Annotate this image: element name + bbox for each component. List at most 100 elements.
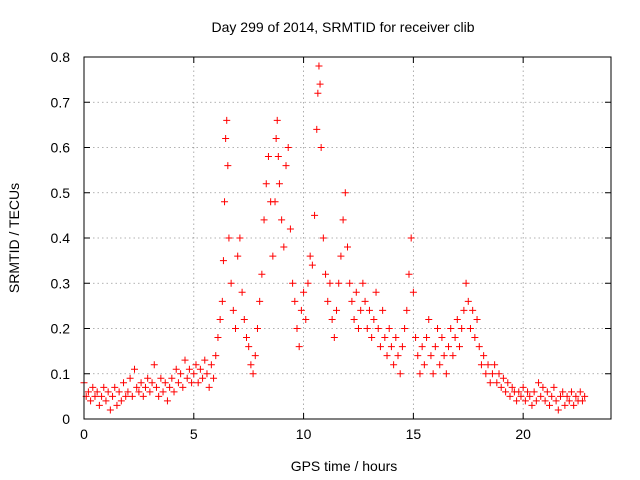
data-point xyxy=(256,297,264,305)
data-point xyxy=(274,153,282,161)
data-point xyxy=(258,270,266,278)
data-point xyxy=(330,334,338,342)
data-point xyxy=(122,392,130,400)
data-point xyxy=(418,343,426,351)
data-point xyxy=(302,315,310,323)
y-tick-label: 0.4 xyxy=(51,230,71,246)
data-point xyxy=(403,306,411,314)
data-point xyxy=(157,374,165,382)
data-point xyxy=(438,334,446,342)
x-tick-label: 15 xyxy=(406,426,422,442)
data-point xyxy=(506,392,514,400)
data-point xyxy=(300,288,308,296)
data-point xyxy=(89,383,97,391)
data-point xyxy=(535,379,543,387)
data-point xyxy=(372,288,380,296)
data-point xyxy=(455,343,463,351)
data-point xyxy=(196,365,204,373)
data-point xyxy=(491,361,499,369)
data-point xyxy=(106,406,114,414)
data-point xyxy=(497,383,505,391)
data-point xyxy=(295,343,303,351)
data-point xyxy=(412,334,420,342)
data-point xyxy=(317,144,325,151)
data-point xyxy=(152,383,160,391)
data-point xyxy=(561,401,569,409)
data-point xyxy=(144,374,152,382)
data-point xyxy=(425,315,433,323)
y-tick-label: 0.8 xyxy=(51,49,71,65)
data-point xyxy=(146,388,154,396)
data-point xyxy=(174,379,182,387)
data-point xyxy=(532,397,540,405)
data-point xyxy=(471,334,479,342)
data-point xyxy=(98,392,106,400)
data-point xyxy=(168,374,176,382)
data-point xyxy=(499,374,507,382)
data-point xyxy=(177,370,185,378)
data-point xyxy=(513,397,521,405)
data-point xyxy=(113,401,121,409)
data-point xyxy=(93,388,101,396)
data-point xyxy=(449,352,457,360)
y-tick-label: 0.1 xyxy=(51,366,71,382)
data-point xyxy=(170,388,178,396)
data-point xyxy=(249,370,257,378)
data-point xyxy=(115,388,123,396)
data-point xyxy=(559,388,567,396)
data-point xyxy=(565,397,573,405)
data-point xyxy=(183,374,191,382)
y-axis-title: SRMTID / TECUs xyxy=(6,183,22,293)
data-point xyxy=(172,365,180,373)
data-point xyxy=(409,288,417,296)
data-point xyxy=(224,162,232,170)
data-point xyxy=(304,279,312,287)
data-point xyxy=(359,279,367,287)
data-point xyxy=(537,392,545,400)
data-point xyxy=(214,334,222,342)
data-point xyxy=(284,144,292,151)
data-point xyxy=(392,334,400,342)
data-point xyxy=(515,388,523,396)
data-point xyxy=(530,388,538,396)
data-point xyxy=(293,325,301,332)
data-point xyxy=(385,325,393,332)
data-point xyxy=(319,234,327,242)
data-point xyxy=(150,361,158,369)
data-point xyxy=(442,370,450,378)
data-point xyxy=(264,153,272,161)
data-point xyxy=(133,383,141,391)
data-point xyxy=(480,352,488,360)
data-point xyxy=(508,383,516,391)
data-point xyxy=(434,325,442,332)
y-tick-label: 0.5 xyxy=(51,185,71,201)
data-point xyxy=(447,325,455,332)
data-point xyxy=(502,388,510,396)
data-point xyxy=(475,343,483,351)
data-point xyxy=(368,334,376,342)
data-point xyxy=(141,383,149,391)
data-point xyxy=(314,89,322,97)
data-point xyxy=(242,334,250,342)
data-point xyxy=(124,388,132,396)
data-point xyxy=(131,365,139,373)
data-point xyxy=(166,383,174,391)
data-point xyxy=(311,211,319,219)
data-point xyxy=(451,334,459,342)
data-point xyxy=(328,315,336,323)
data-point xyxy=(260,216,268,224)
data-point xyxy=(100,383,108,391)
data-point xyxy=(316,80,324,88)
data-point xyxy=(550,383,558,391)
data-point xyxy=(227,279,235,287)
data-point xyxy=(387,343,395,351)
data-point xyxy=(556,392,564,400)
data-point xyxy=(247,361,255,369)
x-axis: 0 5 10 15 20 xyxy=(80,57,531,442)
data-point xyxy=(365,306,373,314)
data-point xyxy=(212,352,220,360)
data-point xyxy=(95,401,103,409)
x-tick-label: 20 xyxy=(515,426,531,442)
data-point xyxy=(179,383,187,391)
